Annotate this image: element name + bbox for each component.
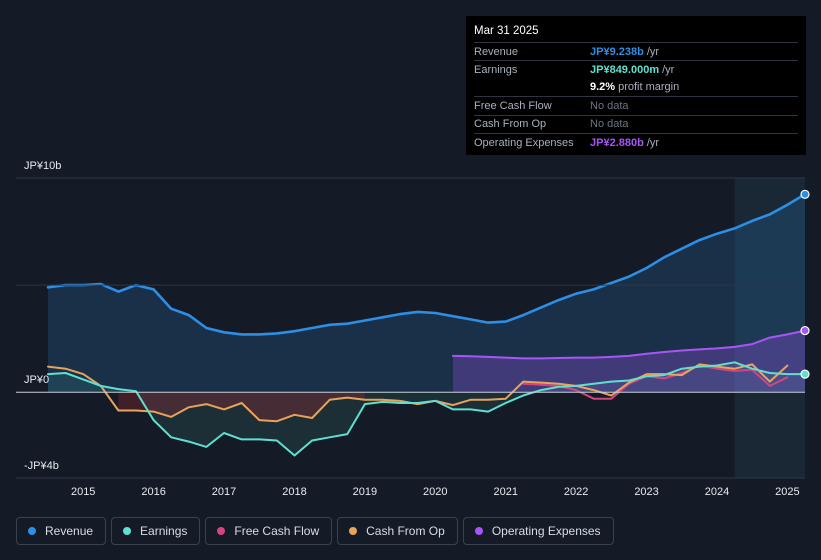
revenue-end-dot	[800, 189, 810, 199]
profit-margin-value: 9.2%	[590, 81, 616, 94]
operating-expenses-area	[452, 330, 805, 393]
operating-expenses-end-dot	[800, 325, 810, 336]
legend-dot-icon	[474, 527, 483, 535]
revenue-line	[46, 193, 807, 336]
tooltip-row-fcf: Free Cash Flow No data	[474, 96, 798, 114]
tooltip-label: Operating Expenses	[474, 136, 574, 149]
legend-dot-icon	[217, 527, 226, 535]
legend-item-cash-from-op[interactable]: Cash From Op	[337, 517, 458, 545]
y-tick-label-bottom: -JP¥4b	[24, 460, 59, 472]
tooltip-label: Free Cash Flow	[474, 99, 552, 112]
operating-expenses-line	[451, 329, 806, 360]
tooltip-value: No data	[590, 118, 629, 131]
legend-item-operating-expenses[interactable]: Operating Expenses	[462, 517, 614, 545]
tooltip-value: JP¥2.880b	[590, 136, 644, 149]
y-tick-label-top: JP¥10b	[24, 160, 62, 172]
tooltip-label: Earnings	[474, 64, 518, 77]
data-tooltip: Mar 31 2025 Revenue JP¥9.238b /yr Earnin…	[466, 16, 806, 155]
x-tick-label: 2020	[423, 486, 447, 498]
tooltip-value: JP¥9.238b	[590, 45, 644, 58]
revenue-area	[48, 194, 805, 393]
tooltip-unit: /yr	[646, 45, 660, 58]
tooltip-unit: /yr	[662, 64, 675, 77]
earnings-area	[48, 362, 805, 456]
x-tick-label: 2024	[705, 486, 729, 498]
legend-label: Earnings	[140, 524, 188, 538]
x-tick-label: 2019	[353, 486, 377, 498]
x-tick-label: 2018	[282, 486, 306, 498]
loss-region	[118, 392, 365, 422]
y-tick-label-zero: JP¥0	[24, 374, 50, 386]
x-tick-label: 2017	[212, 486, 236, 498]
free-cash-flow-line	[522, 364, 789, 400]
tooltip-row-revenue: Revenue JP¥9.238b /yr	[474, 42, 798, 60]
tooltip-unit: /yr	[646, 136, 660, 149]
tooltip-row-cfo: Cash From Op No data	[474, 114, 798, 133]
plot-area	[16, 178, 805, 478]
legend-label: Operating Expenses	[491, 524, 601, 538]
earnings-end-dot	[800, 369, 810, 379]
legend-label: Revenue	[45, 524, 94, 538]
x-tick-label: 2016	[141, 486, 165, 498]
legend-item-revenue[interactable]: Revenue	[16, 517, 107, 545]
forecast-band	[734, 178, 805, 478]
x-tick-label: 2021	[493, 486, 517, 498]
tooltip-date: Mar 31 2025	[474, 25, 539, 37]
legend-item-free-cash-flow[interactable]: Free Cash Flow	[205, 517, 333, 545]
tooltip-row-margin: 9.2% profit margin	[474, 79, 798, 96]
tooltip-label: Revenue	[474, 45, 519, 58]
tooltip-label: Cash From Op	[474, 118, 547, 131]
tooltip-value: JP¥849.000m	[590, 64, 660, 77]
legend-item-earnings[interactable]: Earnings	[111, 517, 201, 545]
legend-label: Cash From Op	[366, 524, 445, 538]
x-tick-label: 2025	[775, 486, 799, 498]
legend-dot-icon	[349, 527, 358, 535]
earnings-line	[47, 361, 806, 457]
legend-dot-icon	[123, 527, 132, 535]
chart-legend: Revenue Earnings Free Cash Flow Cash Fro…	[16, 517, 614, 545]
x-tick-label: 2015	[71, 486, 95, 498]
legend-dot-icon	[28, 527, 36, 535]
tooltip-row-earnings: Earnings JP¥849.000m /yr	[474, 60, 798, 78]
tooltip-row-opex: Operating Expenses JP¥2.880b /yr	[474, 132, 798, 151]
tooltip-value: No data	[590, 99, 629, 112]
profit-margin-text: profit margin	[618, 81, 680, 94]
legend-label: Free Cash Flow	[234, 524, 320, 538]
x-tick-label: 2023	[634, 486, 658, 498]
x-tick-label: 2022	[564, 486, 588, 498]
